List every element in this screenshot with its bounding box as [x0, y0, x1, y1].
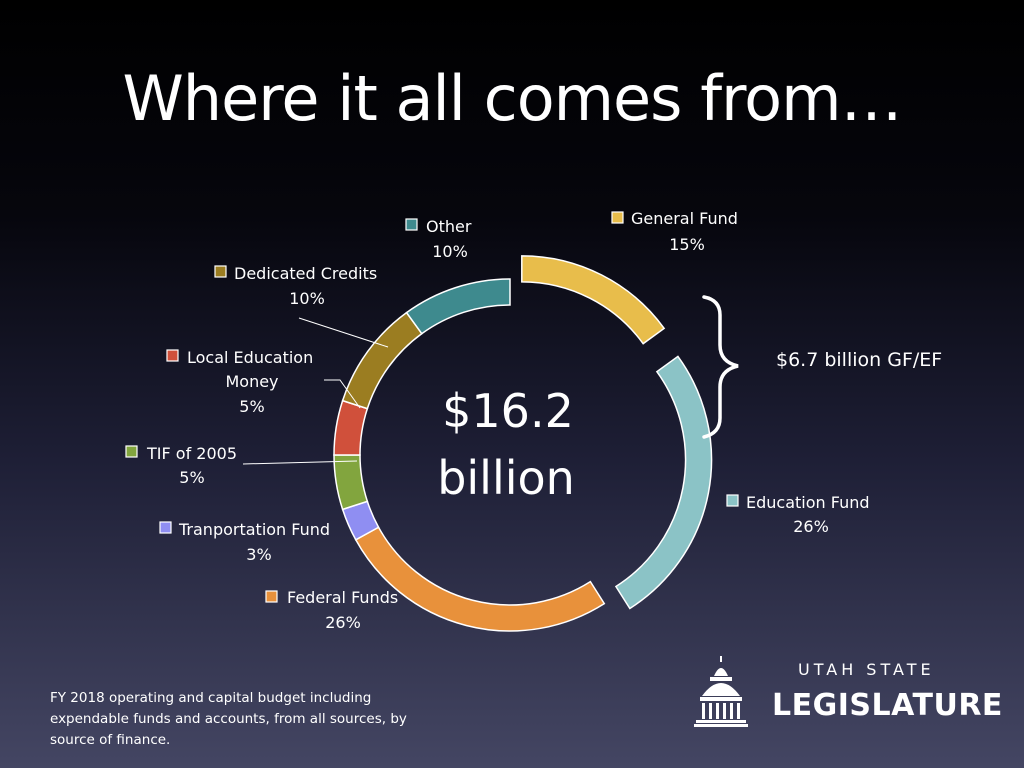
slice-percent-label: 10%: [432, 242, 468, 261]
slice-percent-label: 5%: [179, 468, 204, 487]
legend-label-general-fund: General Fund 15%: [611, 209, 738, 254]
utah-legislature-logo: UTAH STATE LEGISLATURE: [692, 652, 1002, 732]
slice-other: [405, 278, 511, 335]
legend-swatch-tranportation-fund: [159, 521, 172, 534]
donut-slices: [333, 255, 713, 632]
slice-name-label: TIF of 2005: [146, 444, 237, 463]
legend-label-education-fund: Education Fund 26%: [726, 493, 870, 536]
legend-label-dedicated-credits: Dedicated Credits 10%: [214, 264, 377, 308]
slice-name-label: Tranportation Fund: [178, 520, 330, 539]
capitol-dome-icon: [694, 656, 748, 727]
slice-percent-label: 3%: [246, 545, 271, 564]
legend-label-local-education-money: Local Education Money 5%: [166, 348, 313, 416]
legend-label-federal-funds: Federal Funds 26%: [265, 588, 398, 632]
legend-swatch-tif-of-2005: [125, 445, 138, 458]
leader-dedicated-credits: [298, 317, 389, 348]
slice-education-fund: [614, 355, 713, 610]
slice-percent-label: 5%: [239, 397, 264, 416]
slice-percent-label: 15%: [669, 235, 705, 254]
legend-swatch-dedicated-credits: [214, 265, 227, 278]
gf-ef-label: $6.7 billion GF/EF: [776, 349, 942, 371]
slice-general-fund: [521, 255, 666, 345]
logo-top-text: UTAH STATE: [798, 660, 935, 679]
slice-name-label: Local Education: [187, 348, 313, 367]
gf-ef-bracket: [702, 295, 739, 439]
logo-bottom-text: LEGISLATURE: [772, 688, 1003, 723]
slide-title: Where it all comes from…: [122, 62, 903, 135]
legend-swatch-general-fund: [611, 211, 624, 224]
leader-local-education: [324, 379, 361, 409]
slice-local-education-money: [333, 399, 369, 456]
legend-label-tif-of-2005: TIF of 2005 5%: [125, 444, 237, 487]
slice-federal-funds: [354, 526, 606, 632]
slice-name-label: Other: [426, 217, 472, 236]
legend-label-other: Other 10%: [405, 217, 472, 261]
legend-swatch-federal-funds: [265, 590, 278, 603]
legend-label-tranportation-fund: Tranportation Fund 3%: [159, 520, 330, 564]
slice-name-label: Money: [225, 372, 278, 391]
slice-name-label: Federal Funds: [287, 588, 398, 607]
slice-name-label: Education Fund: [746, 493, 870, 512]
slice-percent-label: 26%: [793, 517, 829, 536]
leader-lines: [242, 317, 389, 465]
center-total: $16.2: [442, 384, 574, 438]
legend-swatch-other: [405, 218, 418, 231]
legend-swatch-education-fund: [726, 494, 739, 507]
slice-percent-label: 26%: [325, 613, 361, 632]
slice-dedicated-credits: [341, 311, 423, 410]
slice-percent-label: 10%: [289, 289, 325, 308]
slice-name-label: General Fund: [631, 209, 738, 228]
footnote: FY 2018 operating and capital budget inc…: [50, 690, 407, 748]
slice-name-label: Dedicated Credits: [234, 264, 377, 283]
slice-tif-of-2005: [333, 454, 369, 511]
leader-tif-2005: [242, 460, 358, 465]
center-unit: billion: [437, 451, 575, 505]
legend-swatch-local-education-money: [166, 349, 179, 362]
